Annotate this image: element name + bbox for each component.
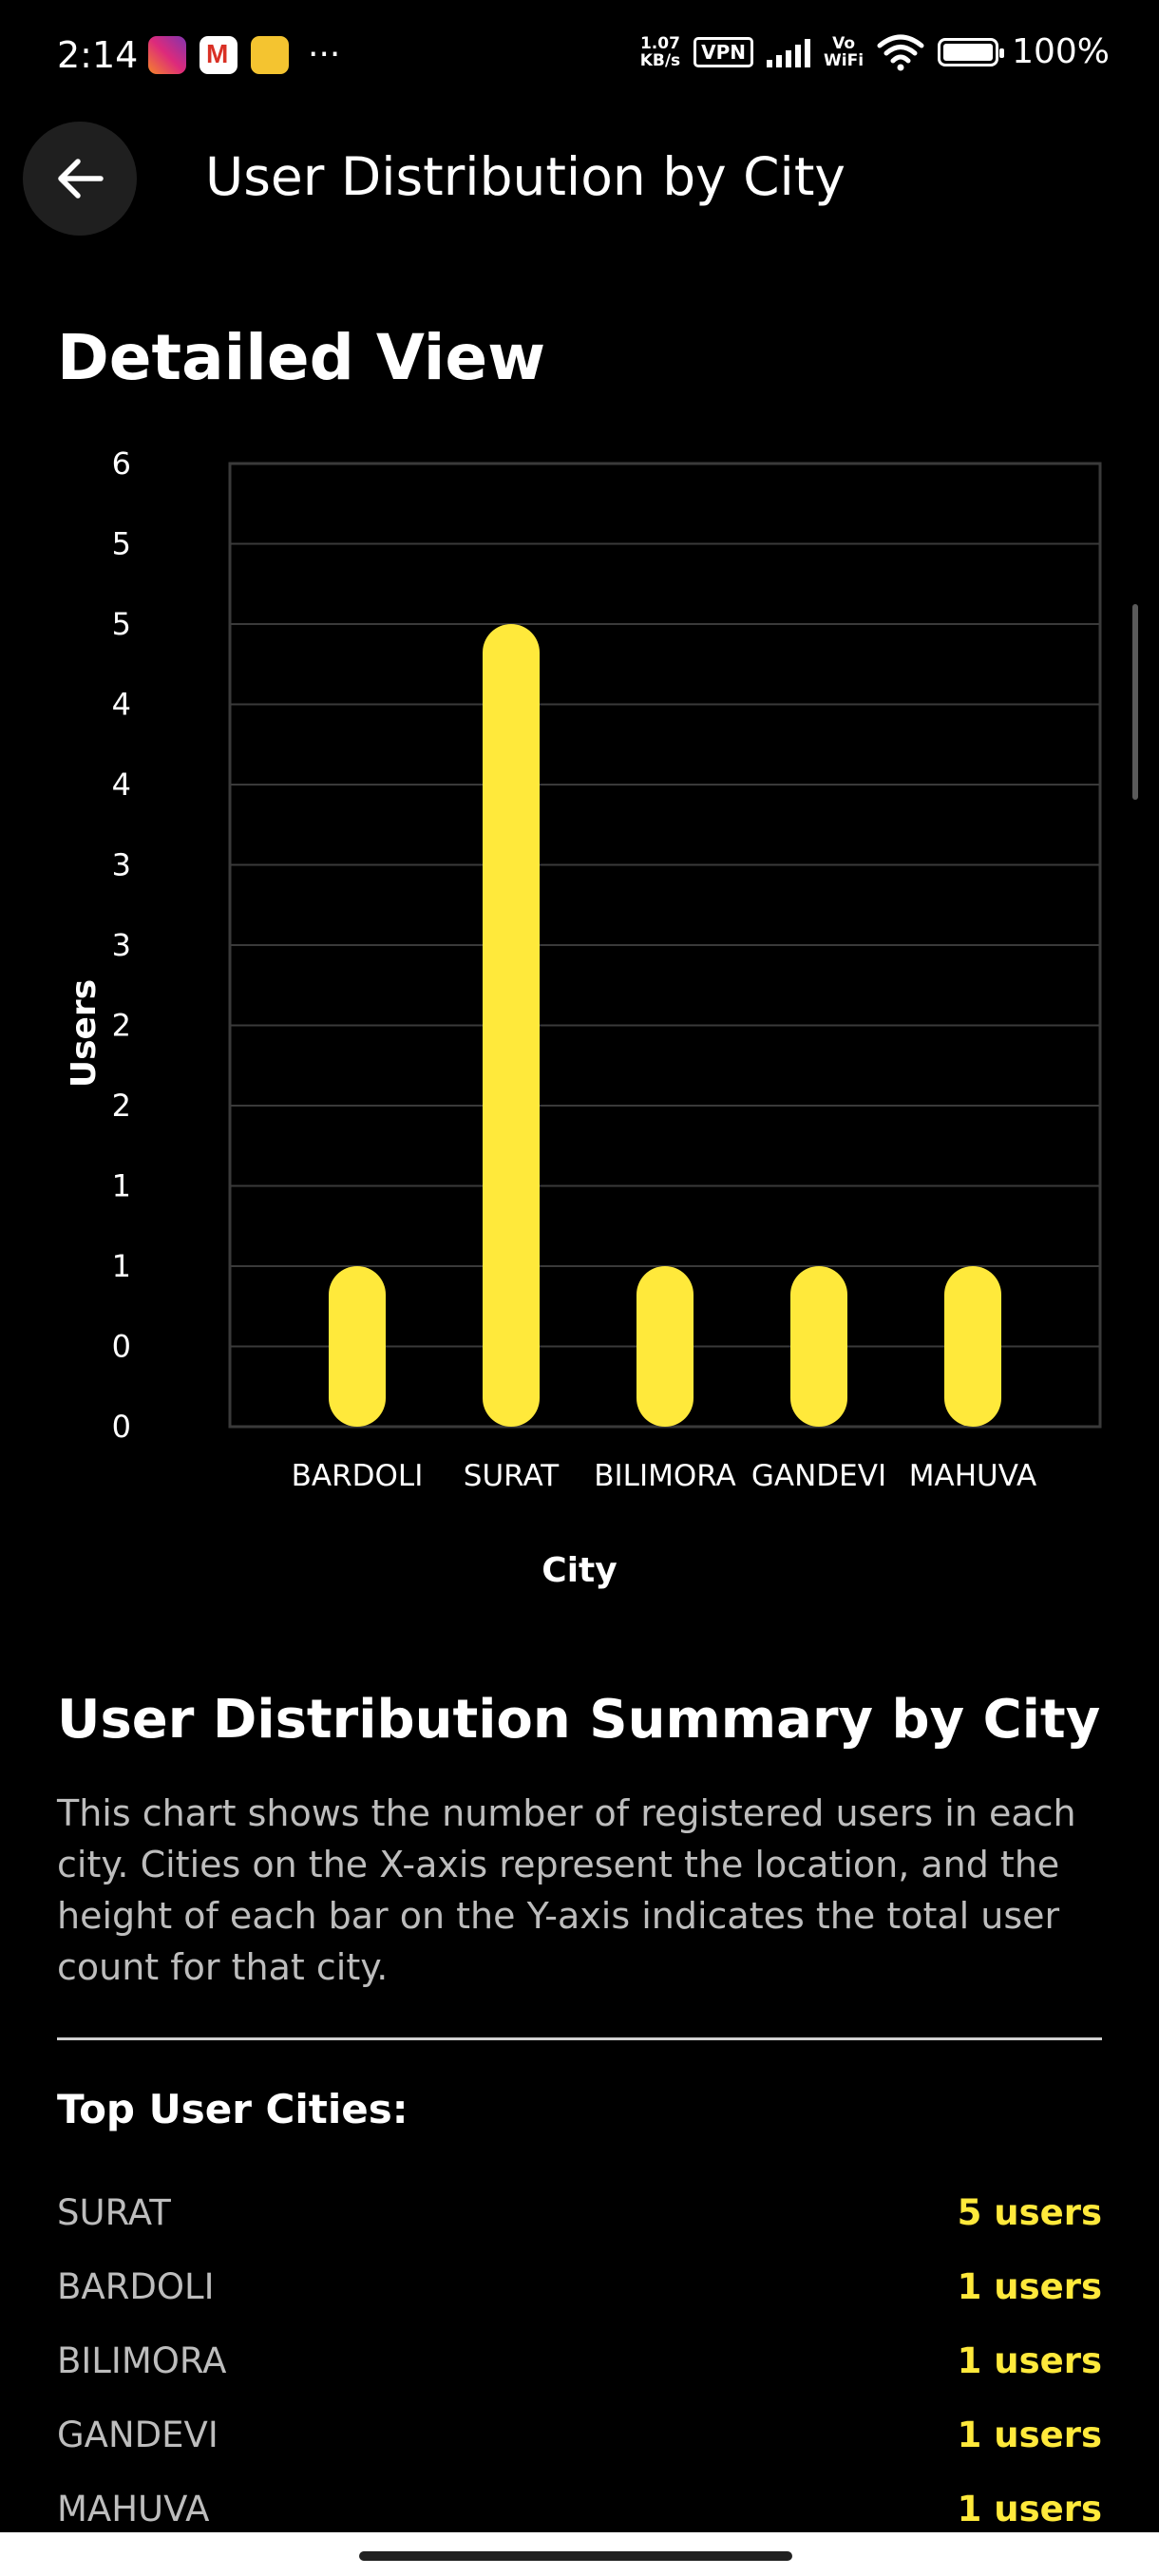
x-tick-label: SURAT <box>464 1459 560 1493</box>
bar-chart: 0 0 1 1 2 2 3 3 4 4 5 5 6 BARDOLI SURAT BILIMORA GANDEVI… <box>0 427 1159 1624</box>
vpn-icon: VPN <box>694 36 754 67</box>
notes-icon <box>251 36 289 74</box>
signal-icon <box>767 37 811 67</box>
top-city-count: 5 users <box>957 2191 1102 2233</box>
y-tick-label: 3 <box>112 847 131 883</box>
y-tick-label: 1 <box>112 1168 131 1204</box>
divider <box>57 2037 1102 2040</box>
network-speed: 1.07 KB/s <box>640 35 680 69</box>
summary-text: This chart shows the number of registere… <box>57 1792 1076 1988</box>
bar-mahuva <box>944 1266 1001 1427</box>
x-tick-label: GANDEVI <box>751 1459 886 1493</box>
top-city-count: 1 users <box>957 2488 1102 2529</box>
vowifi-top: Vo <box>832 33 856 53</box>
x-tick-label: BARDOLI <box>292 1459 424 1493</box>
network-speed-value: 1.07 <box>639 33 680 53</box>
bar-gandevi <box>790 1266 847 1427</box>
top-city-row: SURAT 5 users <box>57 2175 1102 2249</box>
x-tick-label: MAHUVA <box>909 1459 1036 1493</box>
section-title: Detailed View <box>57 321 546 394</box>
y-tick-label: 2 <box>112 1088 131 1124</box>
back-button[interactable] <box>23 122 137 236</box>
top-city-count: 1 users <box>957 2414 1102 2455</box>
top-city-name: BILIMORA <box>57 2339 227 2381</box>
y-tick-label: 6 <box>112 445 131 482</box>
y-axis-label: Users <box>65 979 104 1088</box>
vowifi-bottom: WiFi <box>824 50 864 70</box>
scrollbar[interactable] <box>1132 604 1138 800</box>
system-icons: 1.07 KB/s VPN Vo WiFi 100% <box>640 32 1110 71</box>
chart-svg: 0 0 1 1 2 2 3 3 4 4 5 5 6 BARDOLI SURAT BILIMORA GANDEVI… <box>65 445 1102 1590</box>
y-tick-label: 1 <box>112 1248 131 1284</box>
top-city-name: MAHUVA <box>57 2488 210 2529</box>
notification-icons: ··· <box>148 36 340 74</box>
top-city-row: BILIMORA 1 users <box>57 2323 1102 2397</box>
x-axis-label: City <box>542 1551 617 1590</box>
y-tick-label: 5 <box>112 606 131 642</box>
y-tick-label: 0 <box>112 1409 131 1445</box>
top-city-count: 1 users <box>957 2265 1102 2307</box>
status-bar: 2:14 ··· 1.07 KB/s VPN Vo WiFi 100% <box>0 0 1159 114</box>
y-tick-label: 3 <box>112 927 131 963</box>
status-time: 2:14 <box>57 34 139 76</box>
top-city-row: MAHUVA 1 users <box>57 2472 1102 2546</box>
y-tick-label: 4 <box>112 767 131 803</box>
top-city-name: BARDOLI <box>57 2265 215 2307</box>
y-tick-label: 5 <box>112 526 131 562</box>
top-cities-title: Top User Cities: <box>57 2086 408 2132</box>
network-speed-unit: KB/s <box>639 50 681 70</box>
instagram-icon <box>148 36 186 74</box>
app-header: User Distribution by City <box>0 122 1159 236</box>
summary-title: User Distribution Summary by City <box>57 1689 1101 1751</box>
x-tick-label: BILIMORA <box>594 1459 735 1493</box>
y-tick-label: 4 <box>112 687 131 723</box>
bar-bardoli <box>329 1266 386 1427</box>
battery-icon <box>938 37 1005 66</box>
top-city-row: GANDEVI 1 users <box>57 2397 1102 2472</box>
gmail-icon <box>200 36 238 74</box>
wifi-icon <box>877 34 924 70</box>
top-cities-list: SURAT 5 users BARDOLI 1 users BILIMORA 1 user… <box>57 2175 1102 2546</box>
top-city-name: SURAT <box>57 2191 171 2233</box>
top-city-name: GANDEVI <box>57 2414 218 2455</box>
home-handle[interactable] <box>359 2551 792 2561</box>
vowifi-icon: Vo WiFi <box>824 35 864 69</box>
page-title: User Distribution by City <box>205 146 846 207</box>
battery-percentage: 100% <box>1012 32 1110 71</box>
bar-bilimora <box>636 1266 694 1427</box>
more-notifications-icon: ··· <box>308 35 341 74</box>
y-tick-label: 0 <box>112 1329 131 1365</box>
bar-surat <box>483 624 540 1427</box>
top-city-row: BARDOLI 1 users <box>57 2249 1102 2323</box>
y-tick-label: 2 <box>112 1008 131 1044</box>
top-city-count: 1 users <box>957 2339 1102 2381</box>
arrow-left-icon <box>58 159 104 199</box>
